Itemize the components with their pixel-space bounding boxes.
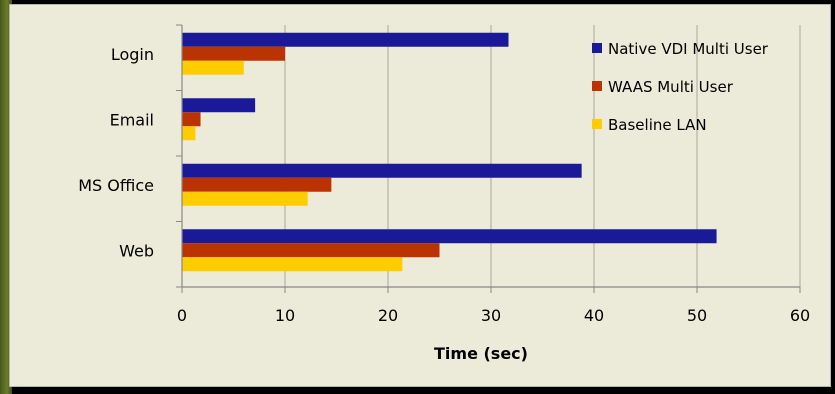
x-tick-label-10: 10	[275, 306, 295, 325]
bar-ms-office-native-vdi-multi-user	[182, 163, 582, 178]
legend: Native VDI Multi User WAAS Multi User Base…	[592, 40, 769, 134]
bars	[182, 32, 717, 272]
category-label-ms-office: MS Office	[78, 176, 154, 195]
x-axis-title: Time (sec)	[434, 344, 528, 363]
x-tick-label-50: 50	[687, 306, 707, 325]
category-label-email: Email	[110, 110, 154, 129]
bar-ms-office-waas-multi-user	[182, 177, 332, 192]
axes	[176, 24, 801, 293]
legend-label-native-vdi-multi-user: Native VDI Multi User	[608, 40, 769, 58]
category-label-web: Web	[119, 241, 154, 260]
bar-web-native-vdi-multi-user	[182, 229, 717, 244]
bar-web-baseline-lan	[182, 257, 403, 272]
bar-email-baseline-lan	[182, 126, 196, 141]
bar-email-waas-multi-user	[182, 112, 201, 127]
bar-login-baseline-lan	[182, 60, 244, 75]
labels: 0 10 20 30 40 50 60 Login Email MS Office Web	[78, 45, 810, 325]
legend-swatch-native-vdi-multi-user	[592, 43, 602, 53]
bar-login-waas-multi-user	[182, 46, 285, 61]
x-tick-label-40: 40	[584, 306, 604, 325]
legend-label-waas-multi-user: WAAS Multi User	[608, 78, 734, 96]
x-tick-label-20: 20	[378, 306, 398, 325]
legend-swatch-baseline-lan	[592, 119, 602, 129]
x-tick-label-0: 0	[177, 306, 187, 325]
x-tick-label-30: 30	[481, 306, 501, 325]
bar-email-native-vdi-multi-user	[182, 98, 256, 113]
legend-label-baseline-lan: Baseline LAN	[608, 116, 707, 134]
bar-web-waas-multi-user	[182, 243, 440, 258]
bar-ms-office-baseline-lan	[182, 191, 308, 206]
chart-panel: 0 10 20 30 40 50 60 Login Email MS Office Web Nati…	[9, 4, 831, 387]
x-tick-label-60: 60	[790, 306, 810, 325]
bar-login-native-vdi-multi-user	[182, 32, 509, 47]
category-label-login: Login	[111, 45, 154, 64]
bar-chart: 0 10 20 30 40 50 60 Login Email MS Office Web Nati…	[78, 24, 810, 363]
legend-swatch-waas-multi-user	[592, 81, 602, 91]
